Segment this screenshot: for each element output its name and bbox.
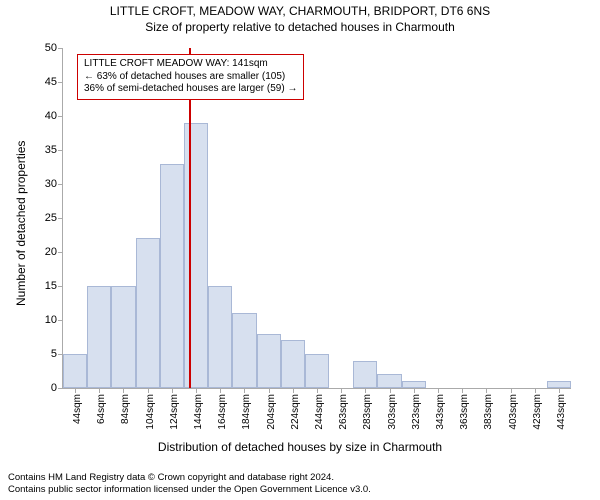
- x-tick-label: 124sqm: [169, 394, 180, 430]
- x-tick-label: 204sqm: [266, 394, 277, 430]
- chart-subtitle: Size of property relative to detached ho…: [0, 20, 600, 34]
- x-tick-label: 184sqm: [241, 394, 252, 430]
- x-tick-label: 303sqm: [387, 394, 398, 430]
- footer-line-2: Contains public sector information licen…: [8, 484, 371, 496]
- histogram-bar: [377, 374, 401, 388]
- x-tick-label: 64sqm: [96, 394, 107, 424]
- annotation-line: 36% of semi-detached houses are larger (…: [84, 83, 297, 96]
- histogram-bar: [136, 238, 160, 388]
- histogram-bar: [257, 334, 281, 388]
- y-axis-label: Number of detached properties: [14, 141, 28, 306]
- x-tick-label: 403sqm: [508, 394, 519, 430]
- x-tick-label: 383sqm: [483, 394, 494, 430]
- annotation-box: LITTLE CROFT MEADOW WAY: 141sqm← 63% of …: [77, 54, 304, 100]
- x-tick-label: 44sqm: [72, 394, 83, 424]
- histogram-bar: [160, 164, 184, 388]
- x-tick-label: 283sqm: [362, 394, 373, 430]
- x-tick-label: 244sqm: [314, 394, 325, 430]
- histogram-bar: [305, 354, 329, 388]
- x-tick-label: 104sqm: [145, 394, 156, 430]
- histogram-bar: [87, 286, 111, 388]
- annotation-line: LITTLE CROFT MEADOW WAY: 141sqm: [84, 58, 297, 71]
- histogram-bar: [184, 123, 208, 388]
- x-tick-label: 363sqm: [459, 394, 470, 430]
- x-tick-label: 343sqm: [435, 394, 446, 430]
- histogram-bar: [63, 354, 87, 388]
- x-axis-label: Distribution of detached houses by size …: [0, 440, 600, 454]
- histogram-bar: [281, 340, 305, 388]
- plot-area: 0510152025303540455044sqm64sqm84sqm104sq…: [62, 48, 571, 389]
- x-tick-label: 164sqm: [217, 394, 228, 430]
- histogram-bar: [232, 313, 256, 388]
- histogram-bar: [353, 361, 377, 388]
- x-tick-label: 443sqm: [556, 394, 567, 430]
- histogram-bar: [547, 381, 571, 388]
- histogram-bar: [208, 286, 232, 388]
- x-tick-label: 423sqm: [532, 394, 543, 430]
- x-tick-label: 84sqm: [120, 394, 131, 424]
- footer-line-1: Contains HM Land Registry data © Crown c…: [8, 472, 371, 484]
- x-tick-label: 263sqm: [338, 394, 349, 430]
- x-tick-label: 224sqm: [290, 394, 301, 430]
- annotation-line: ← 63% of detached houses are smaller (10…: [84, 71, 297, 84]
- histogram-bar: [402, 381, 426, 388]
- x-tick-label: 144sqm: [193, 394, 204, 430]
- chart-title: LITTLE CROFT, MEADOW WAY, CHARMOUTH, BRI…: [0, 4, 600, 18]
- footer-attribution: Contains HM Land Registry data © Crown c…: [8, 472, 371, 496]
- histogram-bar: [111, 286, 135, 388]
- x-tick-label: 323sqm: [411, 394, 422, 430]
